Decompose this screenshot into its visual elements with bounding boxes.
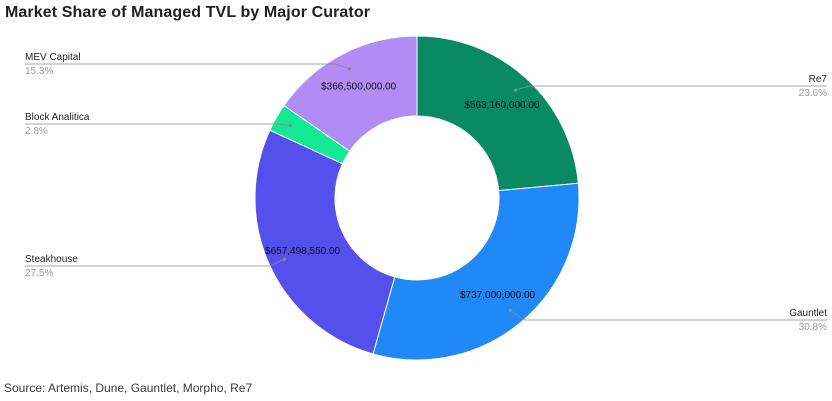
slice-value-label-steakhouse: $657,498,550.00 [265, 246, 341, 257]
leader-dot-gauntlet [508, 308, 512, 312]
leader-line-gauntlet [510, 309, 827, 321]
slice-value-label-mev-capital: $366,500,000.00 [321, 81, 397, 92]
slice-gauntlet[interactable] [372, 182, 580, 361]
legend-percent-re7: 23.6% [799, 88, 827, 99]
slice-re7[interactable] [416, 35, 579, 192]
leader-line-steakhouse [25, 258, 285, 267]
leader-dot-steakhouse [282, 257, 287, 261]
slice-value-label-gauntlet: $737,000,000.00 [460, 290, 536, 301]
legend-percent-steakhouse: 27.5% [25, 268, 53, 279]
slice-value-labels: $563,160,000.00 $737,000,000.00 $657,498,5… [265, 81, 540, 301]
leader-dot-block-analitica [288, 123, 292, 128]
leader-line-block-analitica [25, 123, 291, 126]
donut-slices [254, 35, 580, 361]
source-note: Source: Artemis, Dune, Gauntlet, Morpho,… [4, 381, 253, 395]
chart-title: Market Share of Managed TVL by Major Cur… [5, 4, 371, 21]
slice-mev-capital[interactable] [283, 35, 418, 152]
legend-name-block-analitica: Block Analitica [25, 112, 90, 123]
legend-percent-mev-capital: 15.3% [25, 66, 53, 77]
legend-name-steakhouse: Steakhouse [25, 254, 78, 265]
legend-leader-lines [25, 63, 827, 321]
legend-name-gauntlet: Gauntlet [789, 308, 827, 319]
legend-name-re7: Re7 [809, 74, 828, 85]
chart-legend: Re7 23.6% Gauntlet 30.8% Steakhouse 27.5% Bloc… [25, 52, 827, 333]
leader-dot-re7 [513, 88, 518, 92]
legend-name-mev-capital: MEV Capital [25, 52, 81, 63]
slice-steakhouse[interactable] [254, 129, 396, 355]
legend-percent-gauntlet: 30.8% [799, 322, 827, 333]
leader-line-re7 [515, 85, 827, 91]
leader-dot-mev-capital [347, 67, 351, 71]
slice-value-label-re7: $563,160,000.00 [464, 100, 540, 111]
leader-line-mev-capital [25, 63, 350, 69]
legend-percent-block-analitica: 2.8% [25, 126, 48, 137]
